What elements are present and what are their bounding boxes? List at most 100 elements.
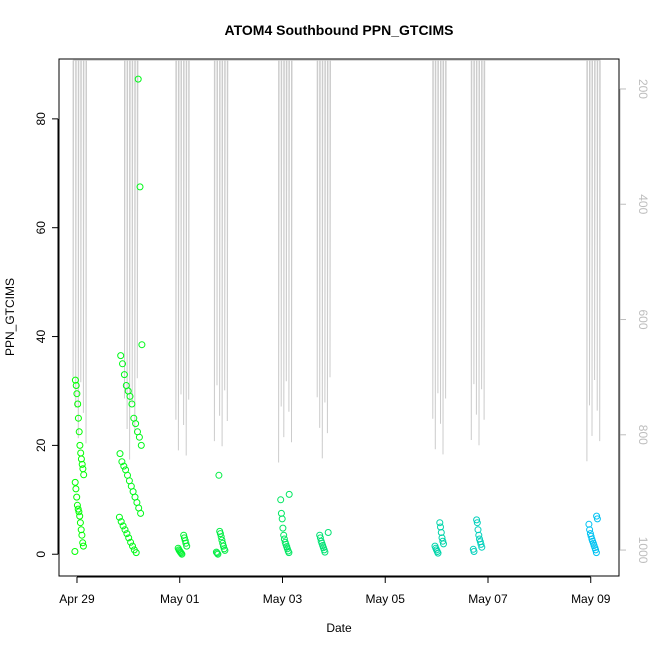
data-point bbox=[120, 371, 128, 379]
data-point bbox=[72, 485, 80, 493]
data-point bbox=[79, 539, 87, 547]
y-tick-label: 40 bbox=[34, 330, 48, 344]
x-tick-label: May 01 bbox=[160, 592, 200, 606]
data-point bbox=[122, 466, 130, 474]
data-point bbox=[73, 493, 81, 501]
data-point bbox=[130, 414, 138, 422]
data-point bbox=[219, 539, 227, 547]
data-point bbox=[587, 532, 595, 540]
data-point bbox=[277, 509, 285, 517]
data-point bbox=[75, 428, 83, 436]
data-point bbox=[76, 512, 84, 520]
y-tick-label: 80 bbox=[34, 112, 48, 126]
data-point bbox=[76, 441, 84, 449]
data-point bbox=[122, 382, 130, 389]
y-axis: 0 20 40 60 80 bbox=[34, 112, 59, 558]
data-point bbox=[138, 341, 146, 349]
data-point bbox=[125, 534, 133, 542]
data-point bbox=[585, 520, 593, 528]
data-point bbox=[593, 515, 601, 523]
data-point bbox=[74, 414, 82, 422]
data-point bbox=[128, 400, 136, 408]
data-point bbox=[130, 546, 138, 554]
data-point bbox=[216, 527, 224, 535]
data-point bbox=[127, 538, 135, 546]
y-axis-label: PPN_GTCIMS bbox=[3, 278, 17, 356]
data-point bbox=[71, 548, 79, 555]
data-point bbox=[476, 535, 483, 543]
data-point bbox=[593, 512, 601, 520]
data-point bbox=[120, 462, 128, 470]
data-point bbox=[586, 526, 594, 534]
data-point bbox=[74, 400, 82, 408]
data-point bbox=[77, 526, 85, 534]
data-point bbox=[77, 449, 85, 457]
altitude-trace-layer bbox=[72, 59, 601, 463]
data-point bbox=[277, 496, 285, 504]
secondary-y-tick-label: 200 bbox=[636, 79, 650, 99]
data-point bbox=[129, 542, 136, 550]
data-point bbox=[316, 531, 324, 539]
altitude-trace bbox=[72, 59, 601, 463]
data-point bbox=[78, 460, 86, 468]
x-tick-label: May 03 bbox=[263, 592, 303, 606]
data-point bbox=[436, 519, 444, 527]
data-point bbox=[79, 465, 87, 473]
data-point bbox=[174, 544, 182, 552]
data-point bbox=[180, 534, 188, 542]
secondary-y-tick-label: 800 bbox=[636, 425, 650, 445]
data-point bbox=[121, 526, 129, 534]
data-point bbox=[117, 518, 125, 526]
secondary-y-tick-label: 600 bbox=[636, 310, 650, 330]
data-point bbox=[431, 542, 439, 550]
points-layer bbox=[71, 75, 601, 558]
data-point bbox=[71, 478, 79, 486]
data-point bbox=[136, 183, 144, 191]
data-point bbox=[116, 450, 124, 458]
plot-frame bbox=[58, 58, 620, 577]
data-point bbox=[469, 545, 477, 553]
data-point bbox=[437, 523, 444, 531]
data-point bbox=[134, 75, 142, 83]
data-point bbox=[280, 531, 288, 539]
data-point bbox=[214, 550, 222, 558]
data-point bbox=[439, 537, 447, 545]
data-point bbox=[137, 441, 145, 449]
x-tick-label: May 07 bbox=[468, 592, 508, 606]
secondary-y-tick-label: 400 bbox=[636, 194, 650, 214]
data-point bbox=[586, 530, 594, 538]
data-point bbox=[123, 530, 131, 538]
x-tick-label: Apr 29 bbox=[59, 592, 95, 606]
data-point bbox=[72, 382, 80, 389]
data-point bbox=[473, 519, 481, 527]
data-point bbox=[280, 535, 288, 543]
data-point bbox=[79, 542, 87, 550]
data-point bbox=[324, 529, 332, 536]
data-point bbox=[75, 508, 83, 516]
data-point bbox=[134, 428, 141, 436]
data-point bbox=[215, 471, 223, 479]
secondary-y-tick-label: 1000 bbox=[636, 537, 650, 564]
data-point bbox=[473, 516, 481, 524]
data-point bbox=[281, 538, 289, 546]
x-tick-label: May 05 bbox=[366, 592, 406, 606]
data-point bbox=[218, 536, 226, 544]
data-point bbox=[76, 519, 84, 527]
chart-title: ATOM4 Southbound PPN_GTCIMS bbox=[225, 22, 454, 38]
data-point bbox=[73, 501, 81, 509]
x-axis: Apr 29 May 01 May 03 May 05 May 07 May 09 bbox=[59, 576, 611, 606]
secondary-y-axis: 200 400 600 800 1000 bbox=[619, 79, 650, 564]
y-tick-label: 20 bbox=[34, 438, 48, 452]
y-tick-label: 0 bbox=[34, 551, 48, 558]
data-point bbox=[438, 534, 446, 542]
data-point bbox=[71, 376, 79, 384]
data-point bbox=[285, 490, 293, 498]
data-point bbox=[117, 352, 125, 360]
data-point bbox=[115, 513, 123, 521]
data-point bbox=[119, 522, 127, 530]
x-tick-label: May 09 bbox=[571, 592, 611, 606]
data-point bbox=[213, 549, 221, 557]
data-point bbox=[73, 390, 81, 398]
data-point bbox=[279, 524, 287, 532]
